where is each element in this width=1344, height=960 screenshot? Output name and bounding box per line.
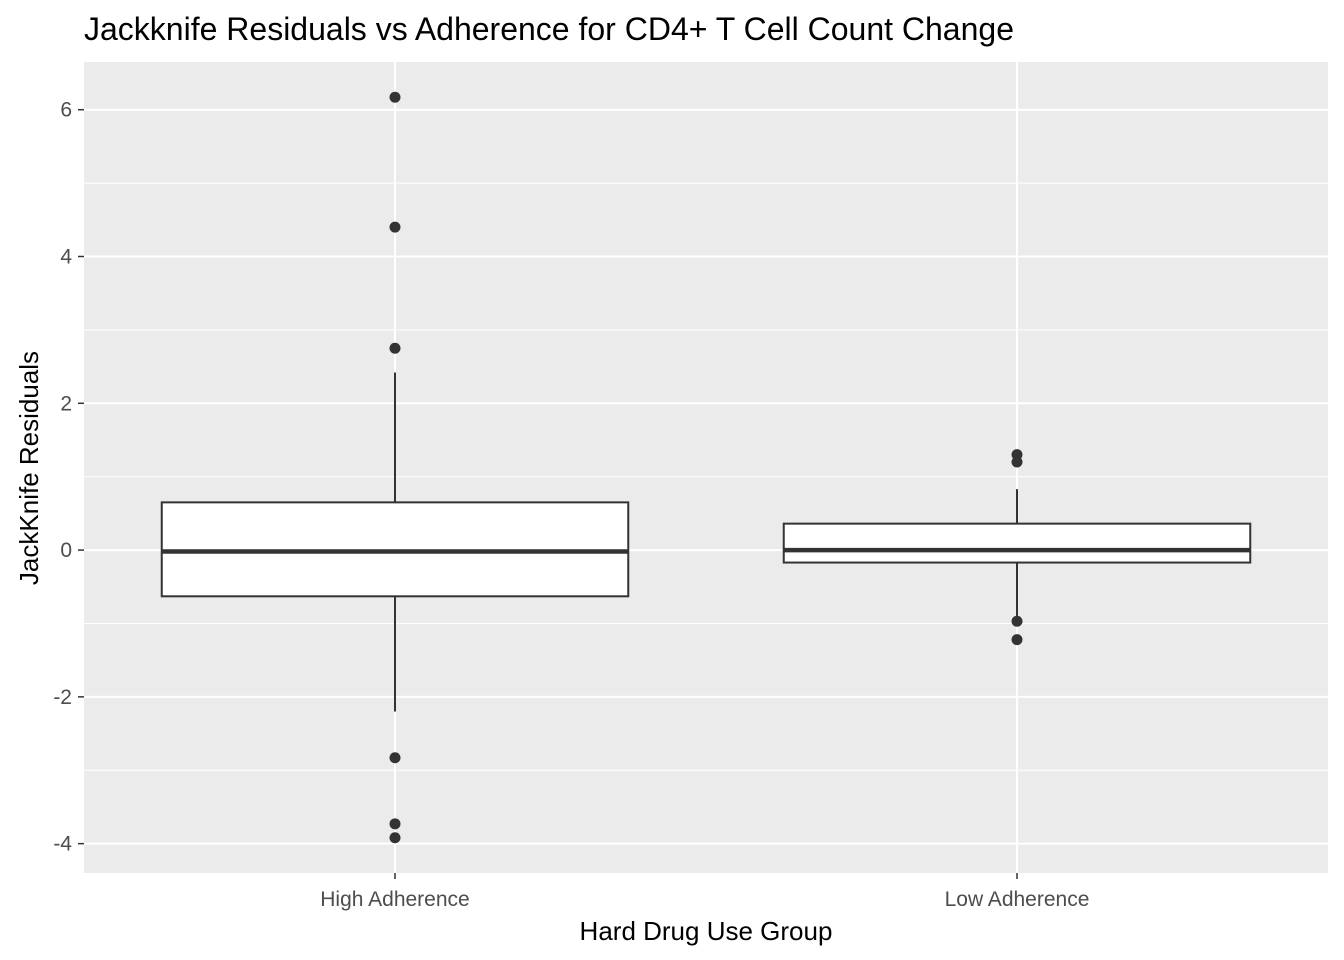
outlier-point [1011, 456, 1023, 468]
y-axis: -4 -2 0 2 4 6 [53, 99, 84, 856]
plot-panel [84, 62, 1328, 873]
y-tick-label: 4 [60, 245, 72, 268]
y-tick-label: -4 [53, 833, 72, 856]
iqr-box [782, 522, 1252, 564]
x-tick-label: High Adherence [320, 888, 469, 911]
outlier-point [389, 91, 401, 103]
y-tick-label: 2 [60, 392, 72, 415]
grid-minor [84, 182, 1328, 771]
y-axis-title: JackKnife Residuals [14, 351, 44, 585]
outlier-point [1011, 634, 1023, 646]
box-group [782, 449, 1252, 646]
outlier-point [389, 221, 401, 233]
outlier-point [389, 818, 401, 830]
x-axis-title: Hard Drug Use Group [580, 916, 833, 946]
outlier-point [389, 832, 401, 844]
grid-major [84, 62, 1328, 873]
outlier-point [389, 342, 401, 354]
chart-title: Jackknife Residuals vs Adherence for CD4… [84, 11, 1014, 47]
x-tick-label: Low Adherence [945, 888, 1090, 911]
y-tick-label: -2 [53, 686, 72, 709]
outlier-point [389, 752, 401, 764]
outlier-point [1011, 615, 1023, 627]
y-tick-label: 0 [60, 539, 72, 562]
y-tick-label: 6 [60, 99, 72, 122]
x-axis: High Adherence Low Adherence [320, 873, 1089, 911]
boxes-layer [160, 91, 1252, 844]
box-group [160, 91, 630, 844]
